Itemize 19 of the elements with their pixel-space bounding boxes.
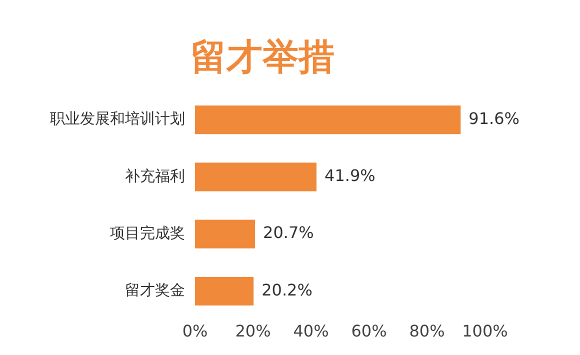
y-tick-label: 补充福利: [125, 166, 185, 185]
y-tick-label: 留才奖金: [125, 281, 185, 300]
y-tick-label: 职业发展和培训计划: [50, 110, 185, 128]
x-tick-label: 100%: [462, 322, 508, 341]
y-tick-label: 项目完成奖: [110, 224, 185, 242]
data-label: 20.2%: [262, 280, 312, 300]
x-tick-label: 0%: [182, 322, 208, 341]
x-tick-label: 40%: [293, 322, 329, 341]
bar: [195, 105, 461, 134]
data-label: 91.6%: [468, 108, 520, 128]
x-tick-label: 60%: [351, 322, 387, 341]
chart-title: 留才举措: [190, 36, 334, 78]
bar: [195, 276, 254, 306]
bar: [195, 162, 317, 192]
data-label: 41.9%: [324, 166, 376, 186]
bar: [195, 220, 256, 248]
x-tick-label: 20%: [235, 322, 271, 341]
x-tick-label: 80%: [409, 322, 445, 341]
data-label: 20.7%: [263, 223, 314, 242]
